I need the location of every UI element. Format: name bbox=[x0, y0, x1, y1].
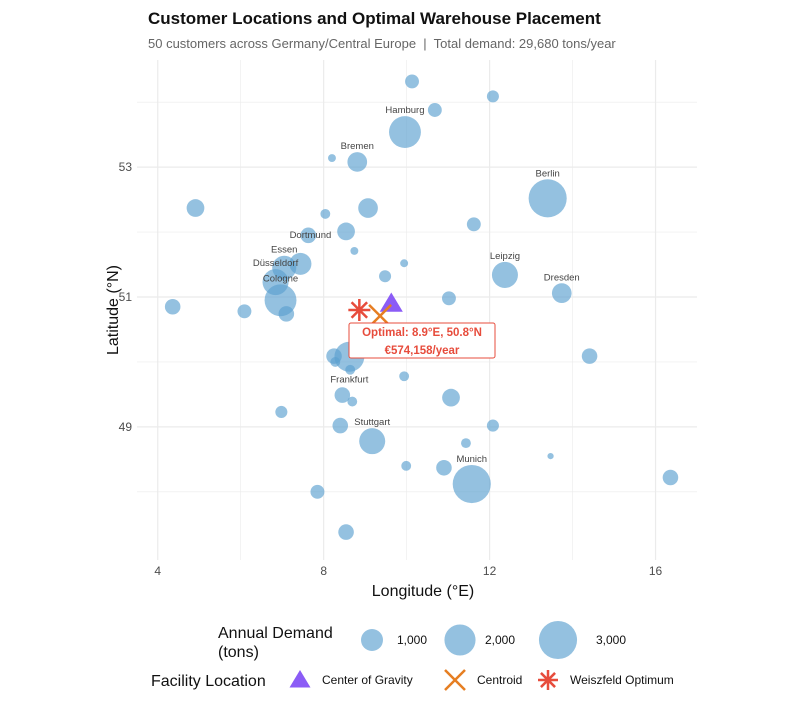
legend: Annual Demand (tons) 1,000 2,000 3,000 Fac… bbox=[151, 620, 674, 691]
customer-bubble bbox=[345, 364, 356, 375]
city-label: Berlin bbox=[536, 168, 560, 179]
legend-facility-label: Weiszfeld Optimum bbox=[570, 673, 674, 687]
customer-bubble bbox=[486, 419, 499, 432]
y-tick-label: 51 bbox=[119, 290, 133, 304]
customer-bubble bbox=[310, 484, 325, 499]
y-axis-label: Latitude (°N) bbox=[105, 265, 122, 355]
centroid-marker bbox=[444, 669, 466, 691]
annotation-line1: Optimal: 8.9°E, 50.8°N bbox=[362, 327, 482, 339]
x-tick-label: 4 bbox=[154, 564, 161, 578]
customer-bubble bbox=[237, 304, 252, 319]
customer-bubble bbox=[581, 348, 598, 364]
weiszfeld-marker bbox=[538, 670, 558, 690]
legend-size-label: 2,000 bbox=[485, 633, 515, 647]
customer-bubble bbox=[327, 154, 336, 163]
legend-facility-label: Center of Gravity bbox=[322, 673, 413, 687]
customer-bubble bbox=[528, 179, 567, 218]
customer-bubble bbox=[427, 103, 442, 117]
city-label: Frankfurt bbox=[330, 375, 368, 386]
legend-facility-label: Centroid bbox=[477, 673, 522, 687]
facility-markers bbox=[348, 292, 403, 328]
chart-title: Customer Locations and Optimal Warehouse… bbox=[148, 9, 601, 28]
x-tick-label: 8 bbox=[320, 564, 327, 578]
customer-bubble bbox=[164, 298, 181, 315]
customer-bubble bbox=[350, 246, 359, 255]
customer-bubble bbox=[359, 428, 386, 455]
legend-size-title-unit: (tons) bbox=[218, 644, 259, 661]
city-label: Dortmund bbox=[290, 230, 332, 241]
customer-bubble bbox=[275, 405, 288, 418]
axis-ticks: 4 8 12 16 49 51 53 bbox=[119, 160, 663, 578]
center-of-gravity-marker bbox=[289, 670, 311, 688]
customer-bubble bbox=[337, 222, 355, 241]
customer-bubble bbox=[330, 357, 341, 367]
customer-bubble bbox=[491, 261, 518, 288]
customer-bubble bbox=[400, 259, 409, 268]
customer-bubble bbox=[399, 371, 410, 382]
customer-bubble bbox=[466, 217, 481, 232]
center-of-gravity-marker bbox=[379, 292, 403, 312]
customer-bubble bbox=[347, 396, 358, 407]
customer-bubble bbox=[461, 438, 471, 449]
customer-bubble bbox=[358, 198, 378, 218]
annotation-box bbox=[348, 322, 496, 359]
chart-subtitle: 50 customers across Germany/Central Euro… bbox=[148, 36, 616, 51]
customer-bubble bbox=[320, 208, 331, 219]
customer-bubble bbox=[379, 270, 392, 283]
customer-bubble bbox=[278, 306, 295, 322]
customer-bubble bbox=[436, 460, 452, 476]
customer-bubble bbox=[551, 283, 572, 303]
x-axis-label: Longitude (°E) bbox=[372, 583, 474, 600]
customer-bubble bbox=[441, 291, 456, 306]
customer-bubble bbox=[401, 460, 412, 471]
legend-size-key bbox=[361, 629, 383, 651]
city-label: Leipzig bbox=[490, 251, 520, 262]
city-label: Bremen bbox=[341, 141, 374, 152]
customer-bubbles bbox=[164, 74, 679, 540]
customer-bubble bbox=[332, 417, 349, 434]
customer-bubble bbox=[389, 116, 421, 149]
customer-bubble bbox=[486, 90, 499, 103]
city-label: Hamburg bbox=[385, 105, 424, 116]
city-labels: Hamburg Bremen Berlin Dortmund Essen Leipzig D… bbox=[253, 105, 580, 465]
customer-bubble bbox=[547, 452, 554, 460]
customer-bubble bbox=[662, 469, 679, 486]
customer-bubble bbox=[300, 227, 317, 244]
customer-bubble bbox=[186, 199, 205, 217]
legend-size-key bbox=[538, 620, 578, 660]
legend-size-label: 3,000 bbox=[596, 633, 626, 647]
y-tick-label: 49 bbox=[119, 420, 133, 434]
customer-bubble bbox=[442, 388, 460, 407]
weiszfeld-marker bbox=[348, 299, 371, 321]
grid bbox=[137, 60, 697, 560]
city-label: Cologne bbox=[263, 273, 298, 284]
customer-bubble bbox=[405, 74, 419, 89]
city-label: Stuttgart bbox=[354, 417, 390, 428]
legend-size-title: Annual Demand bbox=[218, 625, 333, 642]
customer-bubble bbox=[347, 152, 368, 172]
x-tick-label: 16 bbox=[649, 564, 663, 578]
y-tick-label: 53 bbox=[119, 160, 133, 174]
customer-bubble bbox=[452, 464, 491, 504]
city-label: Dresden bbox=[544, 272, 580, 283]
legend-facility-title: Facility Location bbox=[151, 673, 266, 690]
customer-bubble bbox=[334, 387, 351, 403]
legend-size-key bbox=[444, 624, 476, 656]
x-tick-label: 12 bbox=[483, 564, 497, 578]
city-label: Düsseldorf bbox=[253, 258, 299, 269]
optimal-annotation: Optimal: 8.9°E, 50.8°N €574,158/year bbox=[348, 322, 496, 359]
annotation-line2: €574,158/year bbox=[385, 345, 460, 357]
city-label: Munich bbox=[456, 454, 487, 465]
city-label: Essen bbox=[271, 245, 297, 256]
customer-bubble bbox=[338, 524, 354, 540]
legend-size-label: 1,000 bbox=[397, 633, 427, 647]
